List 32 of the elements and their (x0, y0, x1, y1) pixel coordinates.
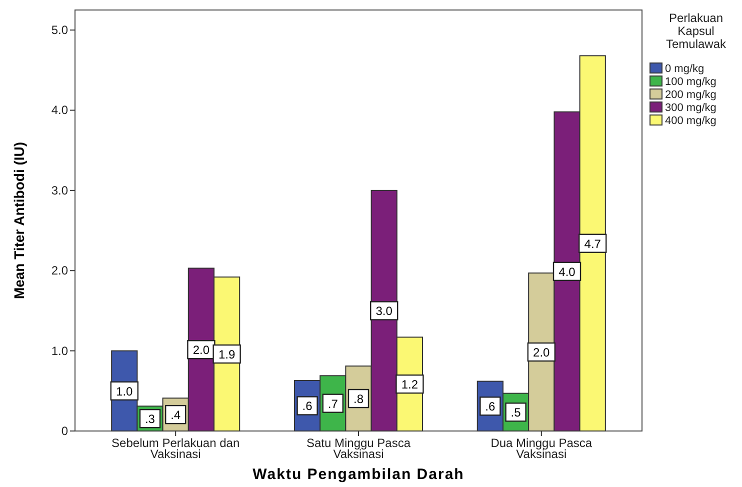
x-tick-label: Sebelum Perlakuan dan Vaksinasi (112, 436, 240, 461)
y-tick-label: 0 (61, 424, 68, 438)
legend-title: Perlakuan Kapsul Temulawak (666, 11, 728, 51)
data-label: .8 (353, 392, 364, 406)
data-label: 1.0 (116, 384, 134, 398)
data-label: .5 (510, 406, 522, 420)
data-label: 1.9 (218, 348, 236, 362)
x-tick-label: Dua Minggu Pasca Vaksinasi (490, 436, 592, 461)
data-label: 3.0 (376, 304, 393, 318)
legend-label: 400 mg/kg (665, 115, 716, 127)
y-axis-title: Mean Titer Antibodi (IU) (11, 142, 27, 300)
data-label: 2.0 (533, 346, 550, 360)
y-tick-label: 5.0 (51, 23, 68, 38)
legend-label: 0 mg/kg (665, 63, 704, 75)
data-label: .6 (485, 400, 496, 414)
data-label: .3 (144, 412, 156, 426)
data-label: .6 (302, 399, 313, 414)
data-label: 4.0 (558, 264, 576, 279)
x-axis-title: Waktu Pengambilan Darah (252, 466, 464, 483)
data-label: 4.7 (584, 236, 602, 251)
x-tick-label: Satu Minggu Pasca Vaksinasi (306, 436, 411, 461)
legend-label: 200 mg/kg (665, 89, 716, 101)
data-label: .4 (170, 408, 181, 422)
y-tick-label: 3.0 (51, 183, 68, 198)
y-tick-label: 1.0 (51, 344, 68, 358)
legend-label: 300 mg/kg (665, 102, 716, 114)
data-label: .7 (328, 396, 338, 411)
y-tick-label: 4.0 (51, 103, 68, 118)
data-label: 2.0 (192, 343, 210, 358)
y-tick-label: 2.0 (51, 264, 68, 278)
data-label: 1.2 (401, 378, 418, 392)
legend-label: 100 mg/kg (665, 76, 716, 88)
